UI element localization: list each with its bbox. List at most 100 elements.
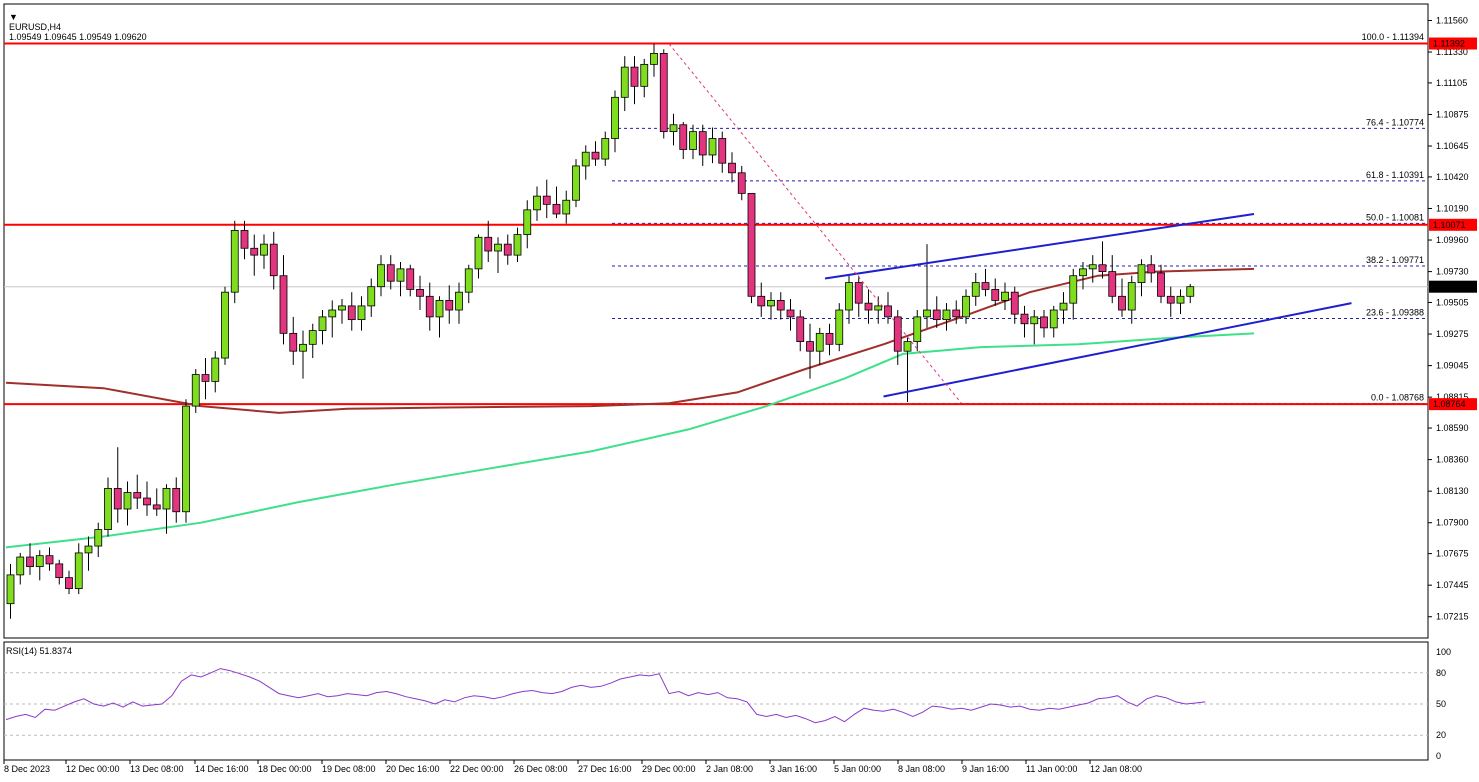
- level-price-box: [1429, 218, 1477, 231]
- x-tick-label: 3 Jan 16:00: [770, 764, 817, 774]
- bearish-candle: [932, 309, 941, 321]
- bearish-candle: [425, 295, 434, 318]
- rsi-tick-label: 0: [1436, 751, 1441, 761]
- bullish-candle: [942, 309, 951, 321]
- bullish-candle: [650, 53, 658, 65]
- y-tick-label: 1.07445: [1436, 580, 1469, 590]
- y-tick-label: 1.08130: [1436, 486, 1469, 496]
- bullish-candle: [903, 341, 912, 352]
- bearish-candle: [1147, 264, 1156, 274]
- main-panel-frame: [3, 3, 1429, 639]
- level-price-box: [1429, 398, 1477, 411]
- rsi-header: RSI(14) 51.8374: [6, 646, 73, 656]
- level-price-label: 1.11392: [1433, 39, 1465, 49]
- bullish-candle: [1079, 268, 1087, 277]
- bullish-candle: [815, 332, 824, 352]
- y-tick-label: 1.10645: [1436, 141, 1469, 151]
- bearish-candle: [542, 195, 551, 205]
- x-tick-label: 18 Dec 00:00: [258, 764, 312, 774]
- x-tick-label: 27 Dec 16:00: [578, 764, 632, 774]
- y-tick-label: 1.09505: [1436, 297, 1469, 307]
- bearish-candle: [143, 497, 151, 506]
- bullish-candle: [1127, 282, 1136, 311]
- rsi-tick-label: 80: [1436, 668, 1446, 678]
- bearish-candle: [113, 488, 122, 510]
- bullish-candle: [971, 282, 980, 297]
- bearish-candle: [630, 66, 639, 87]
- bearish-candle: [289, 332, 298, 352]
- fib-level-label: 100.0 - 1.11394: [1362, 32, 1424, 42]
- bullish-candle: [299, 343, 307, 352]
- bearish-candle: [981, 282, 990, 290]
- bearish-candle: [825, 332, 834, 345]
- bearish-candle: [864, 302, 873, 311]
- bullish-candle: [1186, 286, 1195, 297]
- bearish-candle: [269, 243, 278, 277]
- bearish-candle: [552, 203, 561, 215]
- bearish-candle: [884, 305, 892, 318]
- x-tick-label: 19 Dec 08:00: [322, 764, 376, 774]
- rsi-panel-frame: [3, 641, 1429, 761]
- x-tick-label: 5 Jan 00:00: [834, 764, 881, 774]
- bullish-candle: [211, 357, 220, 382]
- y-tick-label: 1.08590: [1436, 423, 1469, 433]
- bearish-candle: [240, 230, 249, 249]
- bullish-candle: [357, 305, 366, 321]
- fib-level-label: 61.8 - 1.10391: [1366, 170, 1424, 180]
- bullish-candle: [182, 405, 190, 513]
- bullish-candle: [221, 291, 229, 359]
- moving-average-red-line: [5, 267, 1255, 414]
- bullish-candle: [396, 268, 405, 282]
- bearish-candle: [893, 316, 902, 352]
- y-tick-label: 1.08815: [1436, 392, 1469, 402]
- current-price-label: 1.09620: [1433, 282, 1466, 292]
- bearish-candle: [747, 192, 756, 297]
- dropdown-triangle-icon[interactable]: ▼: [9, 12, 18, 22]
- bullish-candle: [1176, 295, 1185, 304]
- bullish-candle: [962, 295, 970, 318]
- y-tick-label: 1.09960: [1436, 235, 1469, 245]
- x-tick-label: 12 Dec 00:00: [66, 764, 120, 774]
- bearish-candle: [386, 264, 395, 282]
- ohlc-values: 1.09549 1.09645 1.09549 1.09620: [9, 32, 147, 42]
- y-tick-label: 1.09730: [1436, 267, 1469, 277]
- x-tick-label: 9 Jan 16:00: [962, 764, 1009, 774]
- fib-level-label: 76.4 - 1.10774: [1366, 117, 1424, 127]
- bullish-candle: [191, 374, 200, 407]
- bullish-candle: [1069, 275, 1078, 304]
- bullish-candle: [620, 66, 629, 98]
- x-tick-label: 20 Dec 16:00: [386, 764, 440, 774]
- fib-level-label: 38.2 - 1.09771: [1366, 255, 1424, 265]
- bullish-candle: [1088, 264, 1097, 270]
- x-tick-label: 11 Jan 00:00: [1026, 764, 1077, 774]
- bullish-candle: [669, 124, 678, 133]
- bullish-candle: [367, 286, 376, 307]
- bullish-candle: [581, 151, 590, 167]
- bullish-candle: [513, 234, 522, 256]
- y-tick-label: 1.10420: [1436, 172, 1469, 182]
- bearish-candle: [786, 309, 795, 318]
- chart-header: ▼ EURUSD,H4 1.09549 1.09645 1.09549 1.09…: [4, 2, 147, 42]
- bullish-candle: [377, 264, 385, 288]
- y-tick-label: 1.08360: [1436, 455, 1469, 465]
- x-tick-label: 29 Dec 00:00: [642, 764, 696, 774]
- bullish-candle: [601, 138, 610, 160]
- bullish-candle: [162, 488, 171, 510]
- bullish-candle: [6, 574, 15, 605]
- bearish-candle: [757, 295, 766, 307]
- bullish-candle: [104, 488, 112, 530]
- bullish-candle: [464, 268, 473, 293]
- bullish-candle: [523, 209, 532, 235]
- y-tick-label: 1.10190: [1436, 203, 1469, 213]
- symbol-timeframe: EURUSD,H4: [9, 22, 62, 32]
- y-tick-label: 1.10875: [1436, 109, 1469, 119]
- bearish-candle: [718, 138, 727, 164]
- bearish-candle: [416, 289, 424, 297]
- bearish-candle: [133, 492, 142, 499]
- bullish-candle: [1137, 264, 1146, 283]
- bearish-candle: [1010, 291, 1019, 315]
- bearish-candle: [952, 309, 961, 318]
- bullish-candle: [338, 305, 346, 311]
- bearish-candle: [55, 563, 64, 579]
